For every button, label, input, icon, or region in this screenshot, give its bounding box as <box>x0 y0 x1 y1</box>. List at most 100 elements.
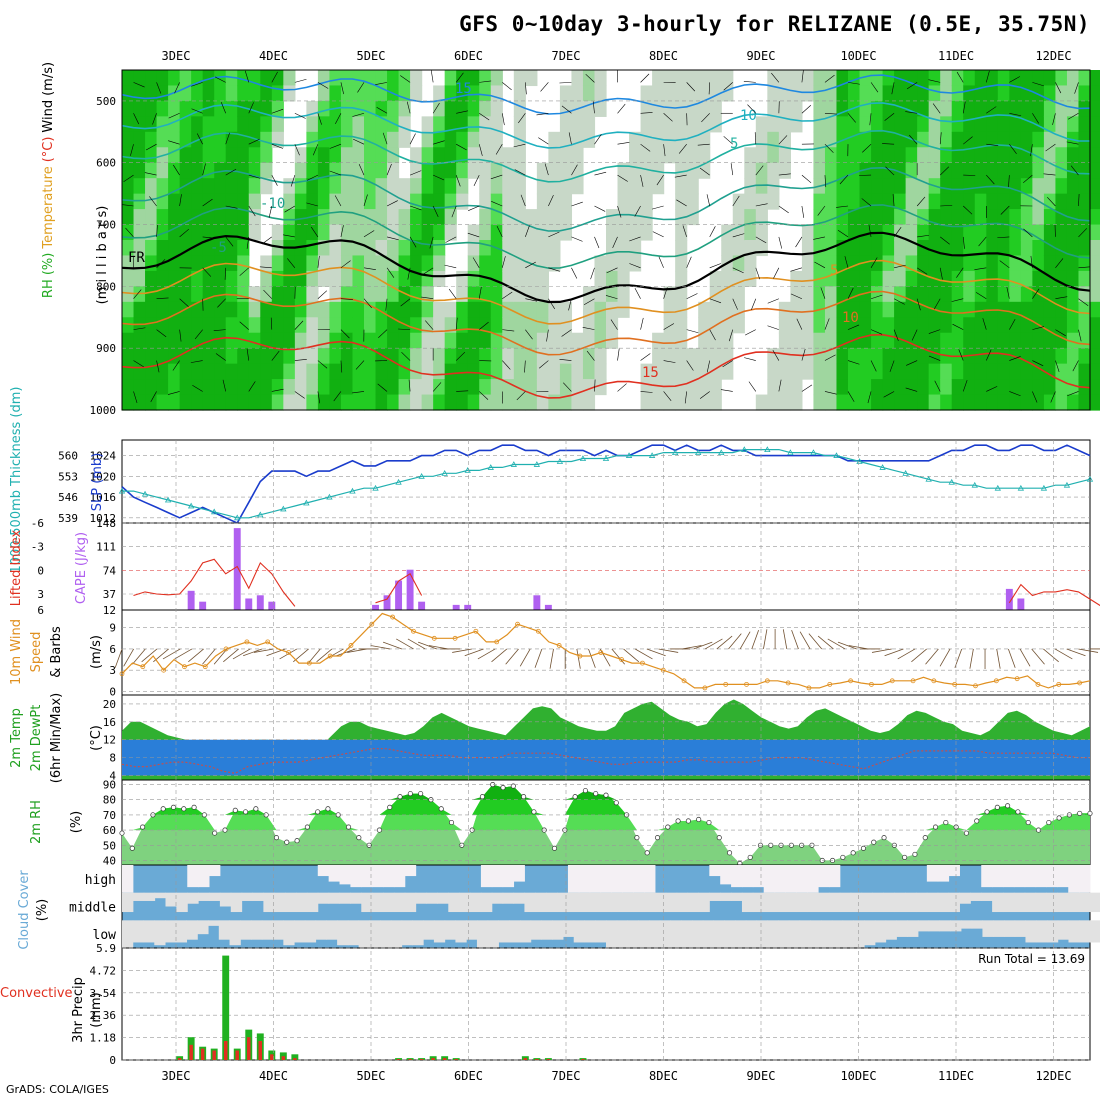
rh-cell <box>940 301 953 318</box>
precip-total-bar <box>579 1058 587 1060</box>
cloud-cell <box>745 920 758 948</box>
wind-barb <box>417 641 438 650</box>
rh-cell <box>1066 270 1080 287</box>
rh-cell <box>237 270 250 287</box>
wind-speed-point <box>1056 681 1062 687</box>
cloud-cell <box>1057 892 1069 913</box>
rh-cell <box>1078 270 1091 287</box>
wind-barb <box>514 169 526 176</box>
rh-cell <box>168 193 181 210</box>
rh-cell <box>225 209 238 226</box>
rh-cell <box>629 209 642 226</box>
cloud-cell <box>132 892 145 901</box>
wind-barb <box>801 105 812 114</box>
rh-cell <box>1020 394 1033 411</box>
slp-line <box>121 444 1091 525</box>
wind-barb <box>755 203 768 207</box>
rh-cell <box>801 286 815 303</box>
cloud-cell <box>573 920 585 943</box>
rh-cell <box>871 131 884 148</box>
rh-cell <box>1055 116 1068 133</box>
rh-cell <box>1066 209 1080 226</box>
rh-cell <box>317 224 331 241</box>
cloud-cell <box>670 920 682 948</box>
precip-ylabel-unit: (mm) <box>89 992 104 1027</box>
rh-cell <box>329 224 342 241</box>
wind-barb <box>336 648 356 657</box>
cloud-cell <box>154 920 166 946</box>
cloud-cell <box>1013 892 1026 913</box>
rh-cell <box>1078 394 1091 411</box>
wind-barb <box>986 143 999 146</box>
rh-cell <box>340 193 354 210</box>
rh-cell <box>1078 116 1091 133</box>
rh-cell <box>675 240 688 257</box>
rh-cell <box>871 394 884 411</box>
rh-cell <box>156 224 169 241</box>
date-label-top: 4DEC <box>259 49 288 63</box>
rh-cell <box>559 147 573 164</box>
wind-barb <box>773 267 780 279</box>
wind-barb <box>755 267 761 280</box>
wind-barb <box>906 82 918 90</box>
wind-barb <box>123 648 135 667</box>
wind-barb <box>333 391 342 402</box>
rh-cell <box>536 394 549 411</box>
wind-barb <box>1031 648 1045 665</box>
wind-barb <box>340 260 351 269</box>
wind-barb <box>939 267 943 280</box>
wind-speed-point <box>681 678 687 684</box>
rh-cell <box>997 209 1010 226</box>
rh-cell <box>813 70 826 87</box>
rh-cell <box>1055 178 1068 195</box>
wind-barb <box>548 267 560 272</box>
cloud-cell <box>1003 920 1016 937</box>
wind-barb <box>686 82 696 92</box>
rh-cell <box>410 147 423 164</box>
rh-cell <box>859 270 872 287</box>
y-tick-thickness: 560 <box>58 450 78 463</box>
rh-cell <box>340 270 354 287</box>
rh-cell <box>398 240 411 257</box>
rh-cell <box>778 301 791 318</box>
rh-cell <box>951 178 964 195</box>
rh-cell <box>513 363 526 380</box>
thickness-point <box>510 461 517 467</box>
cloud-cell <box>915 892 928 913</box>
wind-barb <box>884 648 904 657</box>
rh-cell <box>513 317 526 334</box>
rh-cell <box>790 85 803 102</box>
wind-barb <box>455 351 466 361</box>
wind-barb <box>168 140 180 145</box>
rh-cell <box>617 209 630 226</box>
rh-cell <box>848 116 861 133</box>
wind-barb <box>699 167 710 176</box>
rh-cell <box>675 70 688 87</box>
rh-cell <box>755 240 768 257</box>
rh-cell <box>871 301 884 318</box>
rh-cell <box>871 116 884 133</box>
rh-cell <box>156 131 169 148</box>
wind-barb <box>778 173 791 176</box>
rh-cell <box>317 255 331 272</box>
rh-cell <box>456 363 469 380</box>
rh-cell <box>940 394 953 411</box>
wind-speed-point <box>119 671 125 677</box>
temp-ylabel-3-part: (6hr Min/Max) <box>49 693 64 783</box>
cloud-cell <box>470 892 482 913</box>
wind-barb <box>928 79 941 83</box>
rh-point <box>140 824 146 830</box>
rh-cell <box>271 348 284 365</box>
rh-cell <box>963 379 976 396</box>
rh-cell <box>1020 162 1033 179</box>
thickness-point <box>164 496 172 503</box>
rh-cell <box>168 317 181 334</box>
rh-cell <box>778 348 791 365</box>
cloud-cell <box>272 920 284 940</box>
rh-cell <box>767 131 780 148</box>
rh-cell <box>571 147 584 164</box>
rh-cell <box>340 240 354 257</box>
wind-barb <box>444 264 457 269</box>
rh-cell <box>145 240 158 257</box>
rh-cell <box>490 131 503 148</box>
